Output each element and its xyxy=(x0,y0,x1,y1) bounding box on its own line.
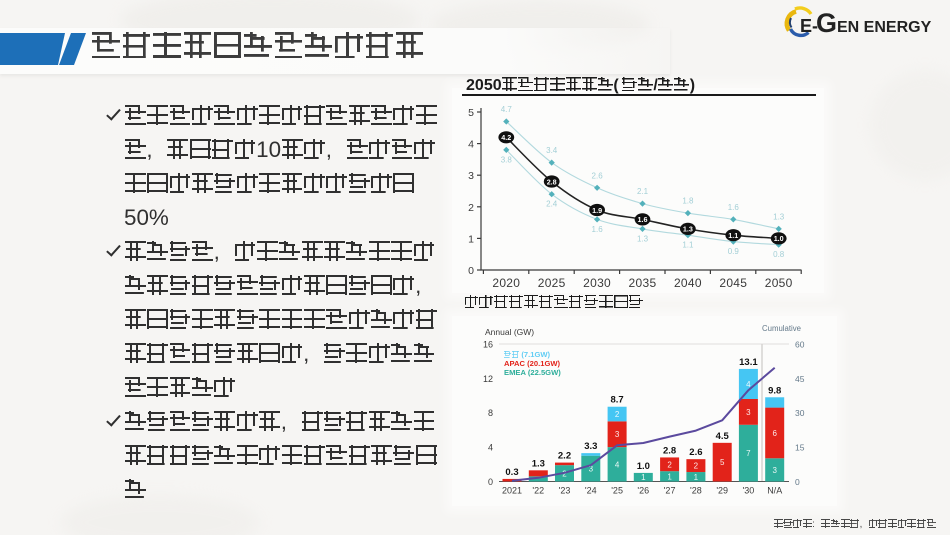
svg-text:2: 2 xyxy=(562,469,567,478)
svg-text:2: 2 xyxy=(468,202,474,214)
svg-text:12: 12 xyxy=(483,374,493,384)
svg-text:2035: 2035 xyxy=(629,276,657,290)
svg-text:5: 5 xyxy=(720,458,725,467)
svg-text:60: 60 xyxy=(795,339,805,349)
svg-text:2020: 2020 xyxy=(492,276,520,290)
svg-text:E-: E- xyxy=(800,16,818,36)
svg-text:N/A: N/A xyxy=(767,486,782,496)
svg-text:2040: 2040 xyxy=(674,276,702,290)
svg-text:'30: '30 xyxy=(743,486,755,496)
svg-text:Annual (GW): Annual (GW) xyxy=(485,327,534,337)
svg-text:Cumulative: Cumulative xyxy=(762,324,801,333)
svg-text:1: 1 xyxy=(641,473,646,482)
svg-text:0: 0 xyxy=(795,477,800,487)
svg-text:2: 2 xyxy=(667,460,672,469)
svg-text:1.3: 1.3 xyxy=(773,212,785,221)
svg-text:1.6: 1.6 xyxy=(638,215,648,224)
svg-text:3: 3 xyxy=(746,408,751,417)
svg-text:6: 6 xyxy=(772,429,777,438)
svg-text:1.9: 1.9 xyxy=(592,206,602,215)
svg-text:1.1: 1.1 xyxy=(682,241,694,250)
svg-text:3: 3 xyxy=(468,170,474,182)
svg-text:4.2: 4.2 xyxy=(501,133,511,142)
svg-text:EN ENERGY: EN ENERGY xyxy=(837,19,932,36)
svg-text:'24: '24 xyxy=(585,486,597,496)
svg-text:1.6: 1.6 xyxy=(728,203,740,212)
svg-text:3.4: 3.4 xyxy=(546,146,558,155)
svg-text:0.9: 0.9 xyxy=(728,247,740,256)
svg-text:2.6: 2.6 xyxy=(592,171,604,180)
svg-text:2030: 2030 xyxy=(583,276,611,290)
svg-text:1.0: 1.0 xyxy=(637,461,650,472)
svg-text:'23: '23 xyxy=(559,486,571,496)
svg-text:4.5: 4.5 xyxy=(716,431,730,442)
svg-text:2.1: 2.1 xyxy=(637,187,649,196)
svg-text:0.8: 0.8 xyxy=(773,250,785,259)
svg-text:2.8: 2.8 xyxy=(547,177,557,186)
svg-text:1.3: 1.3 xyxy=(683,225,693,234)
svg-text:2045: 2045 xyxy=(719,276,747,290)
svg-text:2.2: 2.2 xyxy=(558,451,571,462)
svg-text:'22: '22 xyxy=(532,486,544,496)
svg-text:7: 7 xyxy=(746,449,751,458)
svg-text:2.8: 2.8 xyxy=(663,445,676,456)
svg-text:1: 1 xyxy=(468,233,474,245)
svg-text:8.7: 8.7 xyxy=(610,395,623,406)
svg-text:16: 16 xyxy=(483,339,493,349)
svg-text:2: 2 xyxy=(615,410,620,419)
svg-text:3.8: 3.8 xyxy=(501,155,513,164)
svg-text:3: 3 xyxy=(772,466,777,475)
svg-text:2.4: 2.4 xyxy=(546,200,558,209)
svg-text:9.8: 9.8 xyxy=(768,385,781,396)
svg-text:0: 0 xyxy=(468,265,474,277)
svg-text:2021: 2021 xyxy=(502,486,522,496)
svg-text:'28: '28 xyxy=(690,486,702,496)
svg-text:3.3: 3.3 xyxy=(584,441,597,452)
svg-text:15: 15 xyxy=(795,443,805,453)
svg-text:'26: '26 xyxy=(637,486,649,496)
svg-text:1: 1 xyxy=(667,472,672,481)
svg-text:1.3: 1.3 xyxy=(637,234,649,243)
svg-text:0.3: 0.3 xyxy=(505,467,518,478)
svg-text:2025: 2025 xyxy=(538,276,566,290)
svg-text:13.1: 13.1 xyxy=(739,357,758,368)
svg-text:4.7: 4.7 xyxy=(501,105,513,114)
svg-text:2.6: 2.6 xyxy=(689,447,702,458)
svg-text:1.8: 1.8 xyxy=(682,197,694,206)
svg-text:1.0: 1.0 xyxy=(774,234,784,243)
svg-text:0: 0 xyxy=(488,477,493,487)
svg-text:'27: '27 xyxy=(664,486,676,496)
svg-text:1.1: 1.1 xyxy=(728,231,738,240)
svg-text:1.6: 1.6 xyxy=(592,225,604,234)
svg-text:4: 4 xyxy=(746,380,751,389)
svg-text:8: 8 xyxy=(488,408,493,418)
svg-text:4: 4 xyxy=(615,460,620,469)
svg-text:2050: 2050 xyxy=(765,276,793,290)
svg-text:3: 3 xyxy=(589,465,594,474)
svg-text:3: 3 xyxy=(615,430,620,439)
svg-text:1: 1 xyxy=(694,473,699,482)
svg-text:1.3: 1.3 xyxy=(532,458,545,469)
svg-text:'29: '29 xyxy=(716,486,728,496)
svg-text:2: 2 xyxy=(694,462,699,471)
svg-text:45: 45 xyxy=(795,374,805,384)
svg-text:5: 5 xyxy=(468,107,474,119)
svg-text:4: 4 xyxy=(468,139,474,151)
svg-text:4: 4 xyxy=(488,443,493,453)
svg-text:30: 30 xyxy=(795,408,805,418)
svg-text:G: G xyxy=(816,8,837,38)
svg-text:'25: '25 xyxy=(611,486,623,496)
